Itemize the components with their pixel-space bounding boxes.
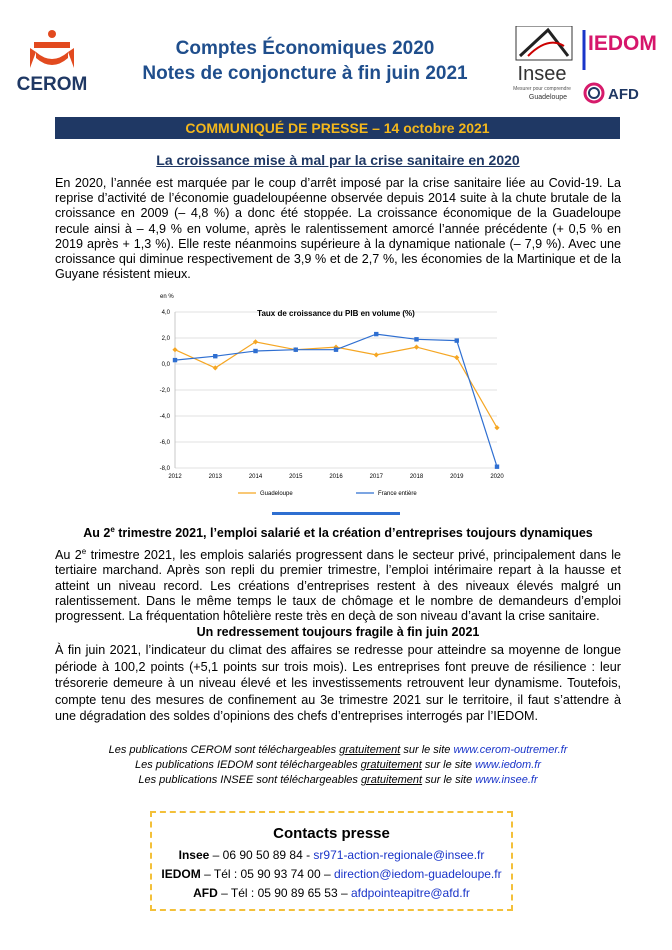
series-line — [174, 333, 498, 467]
superscript: e — [81, 547, 87, 556]
paragraph: À fin juin 2021, l’indicateur du climat … — [55, 643, 621, 723]
x-tick-label: 2017 — [370, 474, 384, 480]
afd-text: AFD — [608, 86, 639, 103]
y-tick-label: -6,0 — [160, 440, 171, 446]
cerom-text: CEROM — [17, 74, 88, 95]
data-point — [414, 337, 419, 342]
y-tick-label: -4,0 — [160, 414, 171, 420]
data-point — [494, 425, 500, 431]
chart: en % -8,0 -6,0 -4,0 -2,0 0,0 2,0 4,0 2012 2013 201… — [160, 294, 505, 497]
title-line: Notes de conjoncture à fin juin 2021 — [142, 63, 468, 84]
superscript: e — [110, 525, 115, 534]
data-point — [213, 354, 218, 359]
insee-logo: Insee Mesurer pour comprendre Guadeloupe — [513, 26, 573, 101]
heading-part: trimestre 2021, l’emploi salarié et la c… — [114, 526, 593, 541]
data-point — [293, 347, 298, 352]
text-part: Les publications IEDOM sont téléchargeab… — [135, 759, 361, 771]
text-part: Les publications INSEE sont téléchargeab… — [138, 774, 361, 786]
x-tick-label: 2020 — [490, 474, 504, 480]
data-point — [373, 352, 379, 358]
section-heading: La croissance mise à mal par la crise sa… — [156, 152, 520, 168]
link[interactable]: www.cerom-outremer.fr — [453, 744, 568, 756]
data-point — [454, 354, 460, 361]
underlined-text: gratuitement — [339, 744, 401, 756]
insee-tagline: Mesurer pour comprendre — [513, 86, 571, 92]
press-banner: COMMUNIQUÉ DE PRESSE – 14 octobre 2021 — [55, 117, 620, 139]
contact-email[interactable]: direction@iedom-guadeloupe.fr — [333, 867, 502, 881]
y-axis-label: en % — [160, 294, 174, 300]
legend-label: Guadeloupe — [260, 491, 293, 497]
text-part: sur le site — [422, 774, 476, 786]
data-point — [374, 331, 379, 337]
paragraph: En 2020, l’année est marquée par le coup… — [55, 176, 621, 282]
x-tick-label: 2018 — [410, 474, 424, 480]
y-tick-label: 2,0 — [162, 336, 171, 342]
contact-line: AFD – Tél : 05 90 89 65 53 – afdpointeap… — [152, 884, 511, 903]
contact-phone: – Tél : 05 90 89 65 53 – — [217, 886, 351, 900]
contact-phone: – 06 90 50 89 84 - — [209, 848, 314, 862]
iedom-logo: IEDOM — [582, 30, 657, 70]
section-heading: Un redressement toujours fragile à fin j… — [196, 625, 480, 639]
contacts-list: Insee – 06 90 50 89 84 - sr971-action-re… — [152, 846, 511, 903]
publication-line: Les publications IEDOM sont téléchargeab… — [55, 758, 621, 773]
data-point — [454, 338, 459, 343]
y-tick-label: 0,0 — [162, 362, 171, 368]
underlined-text: gratuitement — [360, 774, 423, 786]
data-point — [494, 464, 500, 469]
publication-line: Les publications CEROM sont téléchargeab… — [55, 743, 621, 758]
contacts-title: Contacts presse — [273, 825, 390, 842]
insee-text: Insee — [518, 63, 567, 85]
y-tick-label: 4,0 — [162, 310, 171, 316]
contact-org: Insee — [178, 848, 210, 862]
contact-email[interactable]: sr971-action-regionale@insee.fr — [313, 848, 485, 862]
title-line: Comptes Économiques 2020 — [175, 38, 435, 59]
contact-phone: – Tél : 05 90 93 74 00 – — [200, 867, 334, 881]
contacts-box: Contacts presse Insee – 06 90 50 89 84 -… — [150, 811, 513, 911]
data-point — [172, 347, 178, 353]
publications: Les publications CEROM sont téléchargeab… — [55, 743, 621, 788]
data-point — [253, 348, 258, 354]
contact-email[interactable]: afdpointeapitre@afd.fr — [350, 886, 470, 900]
x-tick-label: 2013 — [209, 474, 223, 480]
data-point — [413, 344, 420, 350]
paragraph: Au 2e trimestre 2021, les emplois salari… — [55, 544, 621, 624]
contact-line: Insee – 06 90 50 89 84 - sr971-action-re… — [152, 846, 511, 865]
y-tick-label: -2,0 — [160, 388, 171, 394]
separator — [272, 512, 400, 515]
text-part: sur le site — [421, 759, 475, 771]
text-part: Les publications CEROM sont téléchargeab… — [108, 744, 340, 756]
x-tick-label: 2016 — [329, 474, 343, 480]
link[interactable]: www.insee.fr — [475, 774, 538, 786]
x-tick-label: 2015 — [289, 474, 303, 480]
section-heading: Au 2e trimestre 2021, l’emploi salarié e… — [55, 525, 621, 540]
data-point — [333, 344, 339, 350]
link[interactable]: www.iedom.fr — [474, 759, 541, 771]
cerom-logo: CEROM — [17, 30, 88, 95]
text-part: trimestre 2021, les emplois salariés pro… — [55, 548, 621, 623]
underlined-text: gratuitement — [360, 759, 422, 771]
y-tick-label: -8,0 — [160, 466, 171, 472]
publication-line: Les publications INSEE sont téléchargeab… — [55, 773, 621, 788]
iedom-text: IEDOM — [588, 32, 657, 55]
x-tick-label: 2012 — [168, 474, 182, 480]
x-tick-label: 2014 — [249, 474, 263, 480]
data-point — [333, 347, 339, 352]
data-point — [172, 357, 178, 363]
heading-part: Au 2 — [83, 526, 111, 541]
chart-title: Taux de croissance du PIB en volume (%) — [257, 309, 415, 318]
afd-logo: AFD — [583, 82, 639, 104]
text-part: sur le site — [400, 744, 454, 756]
x-tick-label: 2019 — [450, 474, 464, 480]
insee-region: Guadeloupe — [529, 94, 567, 101]
contact-org: AFD — [193, 886, 218, 900]
contact-org: IEDOM — [161, 867, 201, 881]
contact-line: IEDOM – Tél : 05 90 93 74 00 – direction… — [152, 865, 511, 884]
text-part: Au 2 — [55, 548, 82, 563]
legend-label: France entière — [378, 491, 417, 497]
